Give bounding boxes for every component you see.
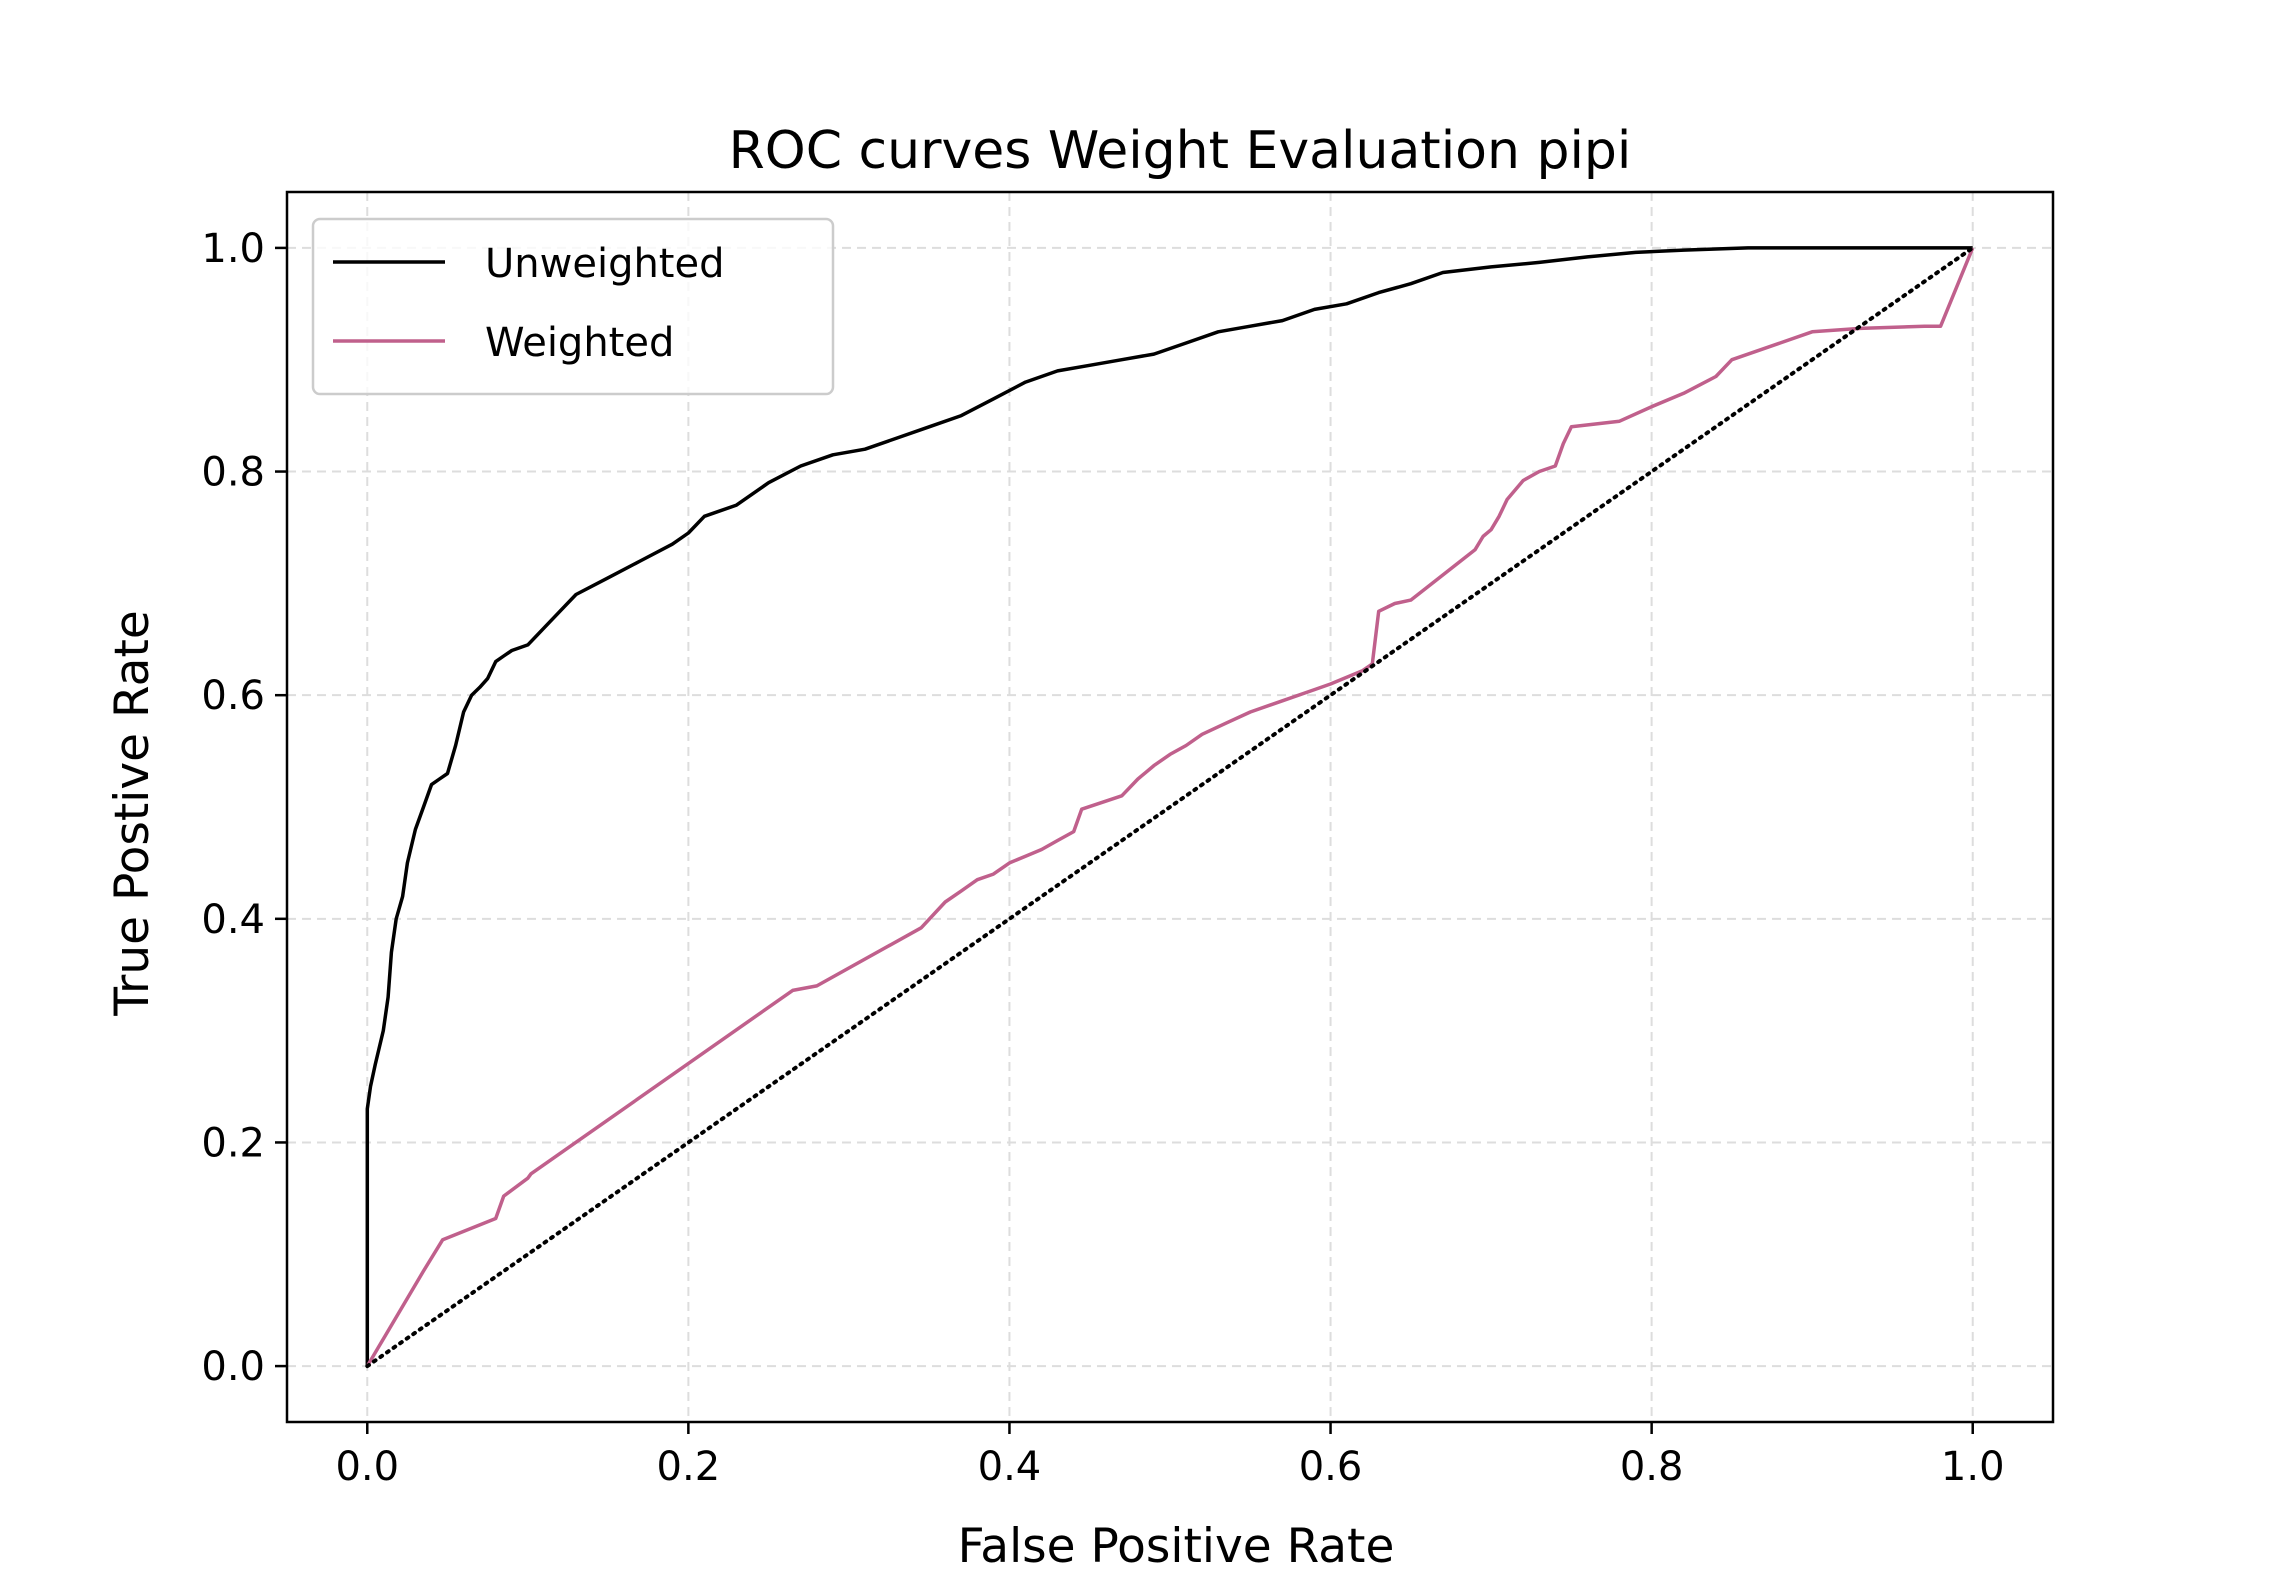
x-tick-label: 0.8 <box>1620 1444 1684 1490</box>
y-tick-label: 0.0 <box>201 1344 265 1390</box>
y-tick-label: 0.6 <box>201 673 265 719</box>
legend: Unweighted Weighted <box>311 217 835 396</box>
plot-frame <box>285 190 2055 1424</box>
weighted-curve <box>365 247 1975 1367</box>
x-tick-label: 0.4 <box>978 1444 1042 1490</box>
legend-label-weighted: Weighted <box>485 320 674 366</box>
chance-diagonal <box>365 245 1975 1369</box>
x-axis-label: False Positive Rate <box>958 1519 1395 1574</box>
axis-ticks: 0.0 0.2 0.4 0.6 0.8 1.0 0.0 0.2 0.4 0.6 0.8 1.0 <box>201 226 2004 1490</box>
y-tick-label: 0.4 <box>201 897 265 943</box>
y-axis-label: True Postive Rate <box>105 610 160 1017</box>
legend-label-unweighted: Unweighted <box>485 241 725 287</box>
y-tick-label: 0.8 <box>201 450 265 496</box>
y-tick-label: 0.2 <box>201 1120 265 1166</box>
x-tick-label: 0.6 <box>1299 1444 1363 1490</box>
x-tick-label: 1.0 <box>1941 1444 2005 1490</box>
x-tick-label: 0.2 <box>657 1444 721 1490</box>
x-tick-label: 0.0 <box>335 1444 399 1490</box>
chart-title: ROC curves Weight Evaluation pipi <box>729 121 1632 181</box>
y-tick-label: 1.0 <box>201 226 265 272</box>
unweighted-curve <box>365 246 1973 1367</box>
plot-series <box>365 245 1975 1369</box>
